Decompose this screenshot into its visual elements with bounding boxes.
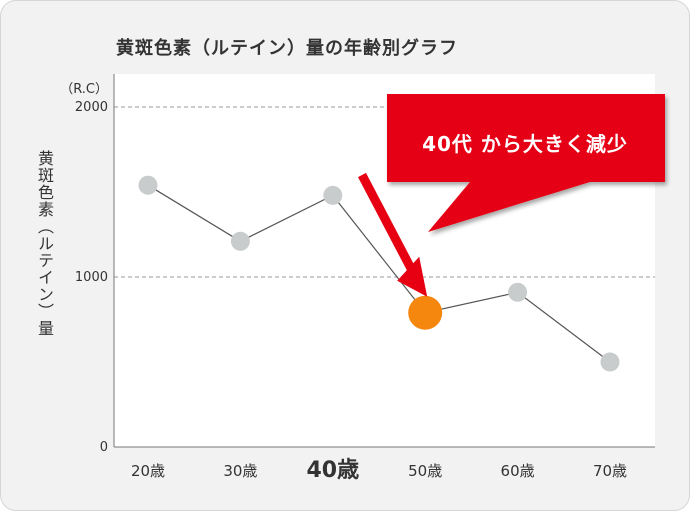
highlight-data-point — [408, 295, 443, 330]
series-line — [147, 184, 611, 363]
arrow-head — [397, 256, 428, 297]
callout — [358, 94, 665, 297]
x-tick-label-2: 40歳 — [306, 458, 359, 483]
y-unit-label: （R.C） — [60, 82, 108, 97]
x-tick-label-3: 50歳 — [408, 462, 442, 480]
data-point-0 — [138, 175, 158, 195]
x-tick-label-4: 60歳 — [501, 462, 535, 480]
chart-title: 黄斑色素（ルテイン）量の年齢別グラフ — [116, 38, 458, 59]
y-axis-label: 黄斑色素（ルテイン）量 — [35, 150, 54, 337]
x-tick-label-5: 70歳 — [593, 462, 627, 480]
x-tick-label-0: 20歳 — [131, 462, 165, 480]
arrow-shaft — [358, 172, 418, 275]
data-point-2 — [323, 185, 343, 205]
y-tick-label-1000: 1000 — [75, 270, 108, 285]
data-point-4 — [508, 282, 528, 302]
callout-text: 40代 から大きく減少 — [422, 131, 628, 156]
axes — [113, 74, 655, 448]
y-tick-label-0: 0 — [100, 440, 108, 455]
data-point-1 — [230, 231, 250, 251]
callout-box — [387, 94, 665, 232]
data-points — [138, 175, 620, 372]
x-tick-label-1: 30歳 — [223, 462, 257, 480]
y-tick-label-2000: 2000 — [75, 100, 108, 115]
y-tick-labels: 0 1000 2000 （R.C） — [60, 82, 108, 455]
series-polyline — [147, 184, 611, 363]
data-point-5 — [600, 352, 620, 372]
x-tick-labels: 20歳 30歳 40歳 50歳 60歳 70歳 — [131, 458, 627, 483]
